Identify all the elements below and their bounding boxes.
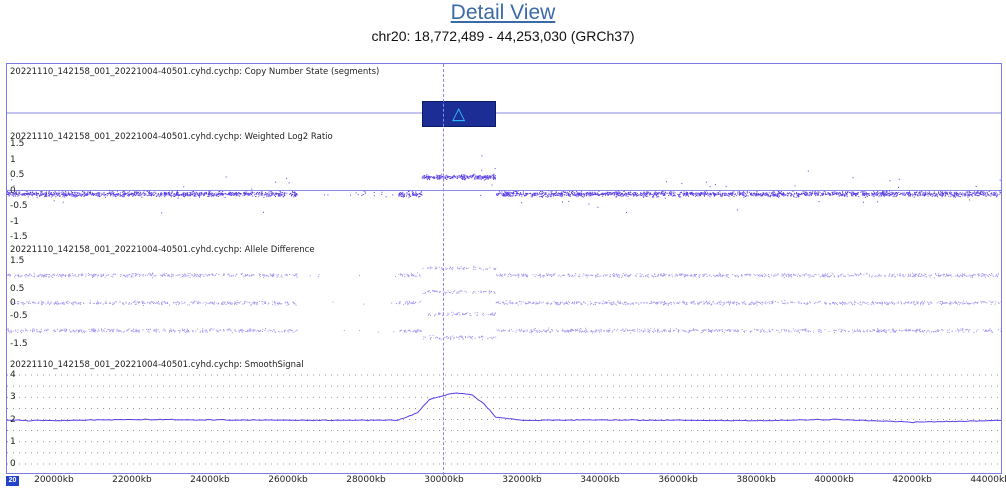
chromosome-badge: 20 (6, 476, 19, 486)
allele-difference-points (7, 265, 1001, 341)
y-tick-label: 1.5 (10, 256, 25, 266)
x-tick-label: 42000kb (892, 475, 932, 485)
x-tick-label: 26000kb (268, 475, 308, 485)
y-tick-label: 3 (10, 392, 16, 403)
log2-ratio-track-label: 20221110_142158_001_20221004-40501.cyhd.… (10, 132, 333, 142)
y-tick-label: -1 (10, 216, 19, 227)
x-tick-label: 44000kb (970, 475, 1006, 485)
detail-view-title-link[interactable]: Detail View (450, 1, 556, 24)
smooth-signal-line (7, 392, 1001, 424)
y-tick-label: 0 (10, 185, 16, 196)
y-tick-label: -0.5 (10, 201, 28, 211)
x-tick-label: 28000kb (346, 475, 386, 485)
position-cursor-line[interactable] (443, 64, 444, 475)
y-tick-label: 0.5 (10, 283, 25, 294)
x-tick-label: 32000kb (502, 475, 542, 485)
x-tick-label: 20000kb (34, 475, 74, 485)
plot-canvas (7, 112, 1001, 465)
x-tick-label: 24000kb (190, 475, 230, 485)
smooth-signal-track-label: 20221110_142158_001_20221004-40501.cyhd.… (10, 360, 304, 370)
y-tick-label: 4 (10, 370, 16, 380)
x-tick-label: 30000kb (424, 475, 464, 485)
y-tick-label: 1.5 (10, 139, 25, 149)
log2-ratio-points (7, 155, 1001, 214)
y-tick-label: -1.5 (10, 339, 28, 349)
x-tick-label: 22000kb (112, 475, 152, 485)
gain-segment-block[interactable]: △ (421, 101, 496, 127)
x-axis: 20 20000kb 22000kb 24000kb 26000kb 28000kb 30… (6, 474, 1006, 488)
gain-triangle-icon: △ (452, 104, 466, 123)
detail-plot-area[interactable]: 20221110_142158_001_20221004-40501.cyhd.… (6, 63, 1002, 475)
x-tick-label: 34000kb (580, 475, 620, 485)
detail-view-header: Detail View chr20: 18,772,489 - 44,253,0… (0, 0, 1006, 50)
y-tick-label: 1 (10, 154, 16, 165)
y-tick-label: 0 (10, 297, 16, 308)
allele-difference-track-label: 20221110_142158_001_20221004-40501.cyhd.… (10, 245, 315, 255)
y-tick-label: 0 (10, 459, 16, 469)
y-tick-label: 1 (10, 436, 16, 447)
y-tick-label: -1.5 (10, 232, 28, 242)
x-tick-label: 40000kb (814, 475, 854, 485)
y-tick-label: 0.5 (10, 170, 25, 180)
y-tick-label: -0.5 (10, 311, 28, 322)
y-tick-label: 2 (10, 414, 16, 425)
x-tick-label: 38000kb (736, 475, 776, 485)
x-tick-label: 36000kb (658, 475, 698, 485)
copy-number-track-label: 20221110_142158_001_20221004-40501.cyhd.… (10, 67, 380, 77)
genomic-region-label: chr20: 18,772,489 - 44,253,030 (GRCh37) (371, 28, 635, 44)
